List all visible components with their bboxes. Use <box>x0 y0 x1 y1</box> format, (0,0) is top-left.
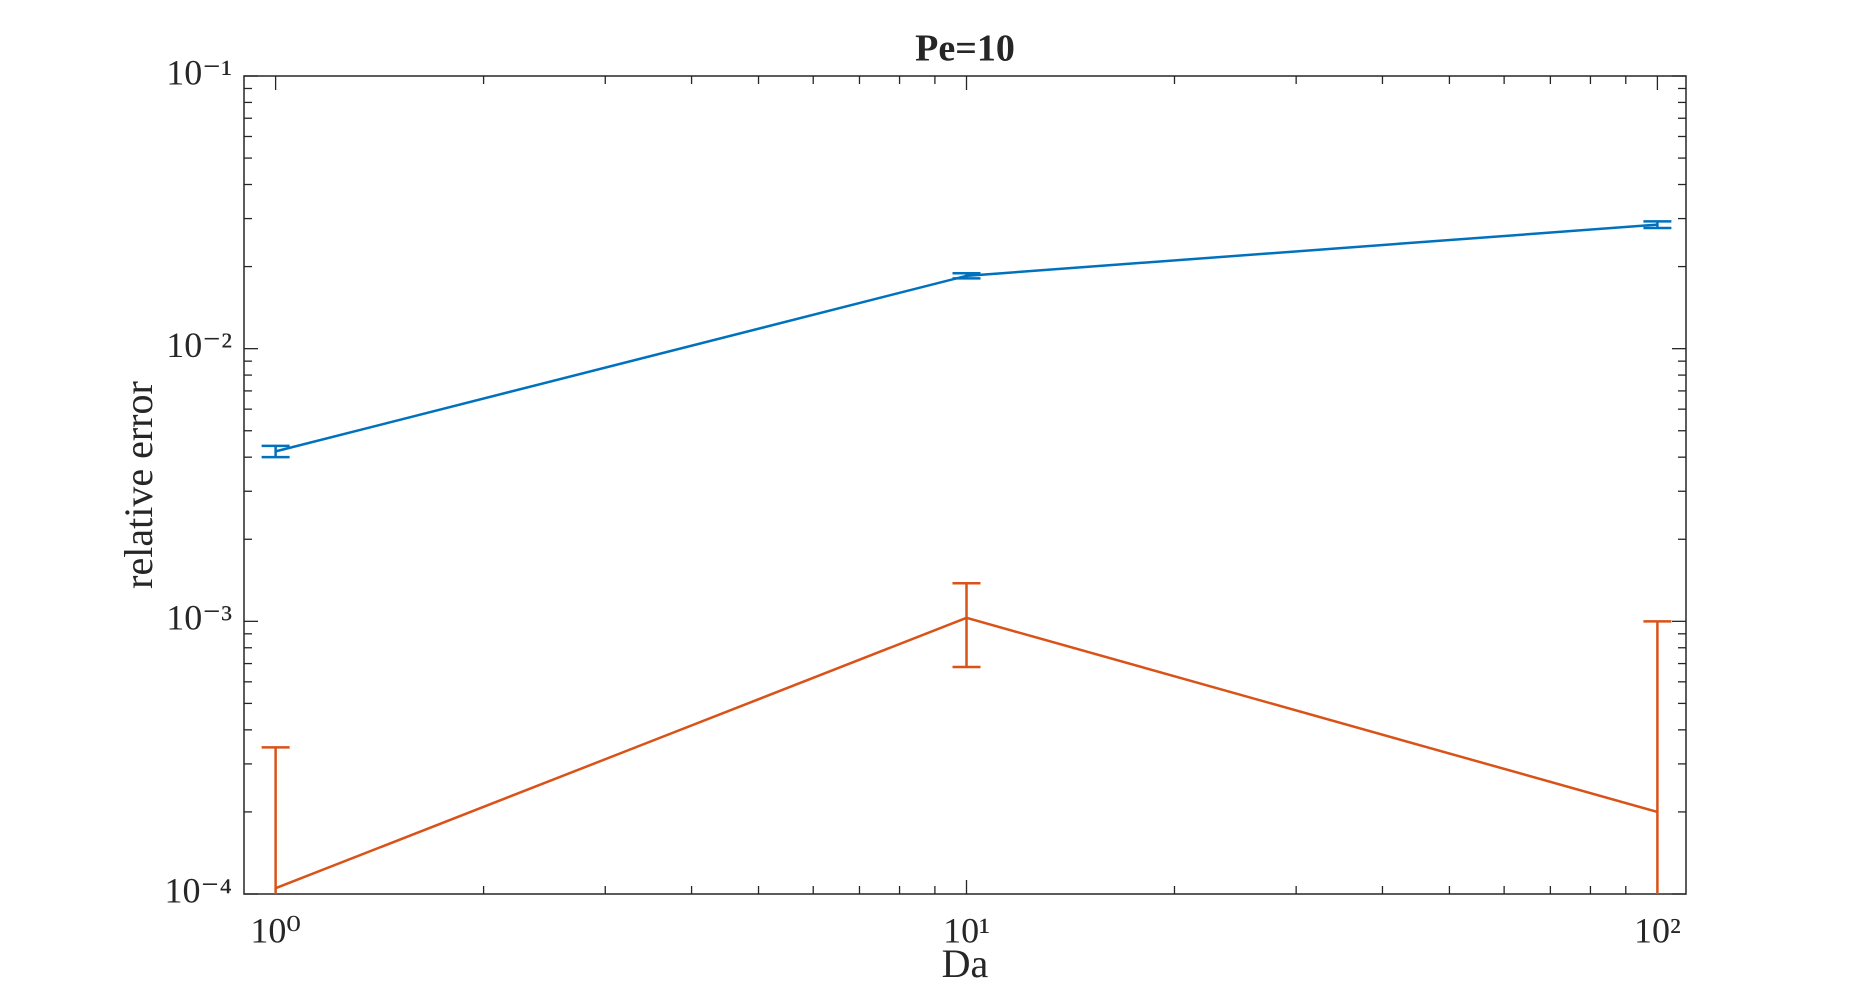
error-bar <box>1643 620 1672 894</box>
y-tick-label: 10⁻³ <box>166 598 232 638</box>
error-bar <box>952 272 981 280</box>
x-tick-label: 10² <box>1634 910 1681 950</box>
x-axis-label: Da <box>942 941 989 986</box>
series-line <box>275 223 1658 453</box>
error-bar <box>261 746 290 894</box>
x-tick-label: 10¹ <box>943 910 990 950</box>
error-bar <box>952 581 981 669</box>
x-tick-label: 10⁰ <box>250 910 300 950</box>
y-axis-label: relative error <box>116 381 161 589</box>
y-tick-label: 10⁻² <box>166 325 232 365</box>
y-tick-label: 10⁻⁴ <box>164 870 232 910</box>
error-bar <box>1643 220 1672 230</box>
error-bar <box>261 444 290 459</box>
axes-box <box>243 75 1687 895</box>
chart-title: Pe=10 <box>915 28 1015 70</box>
y-tick-label: 10⁻¹ <box>166 52 232 92</box>
